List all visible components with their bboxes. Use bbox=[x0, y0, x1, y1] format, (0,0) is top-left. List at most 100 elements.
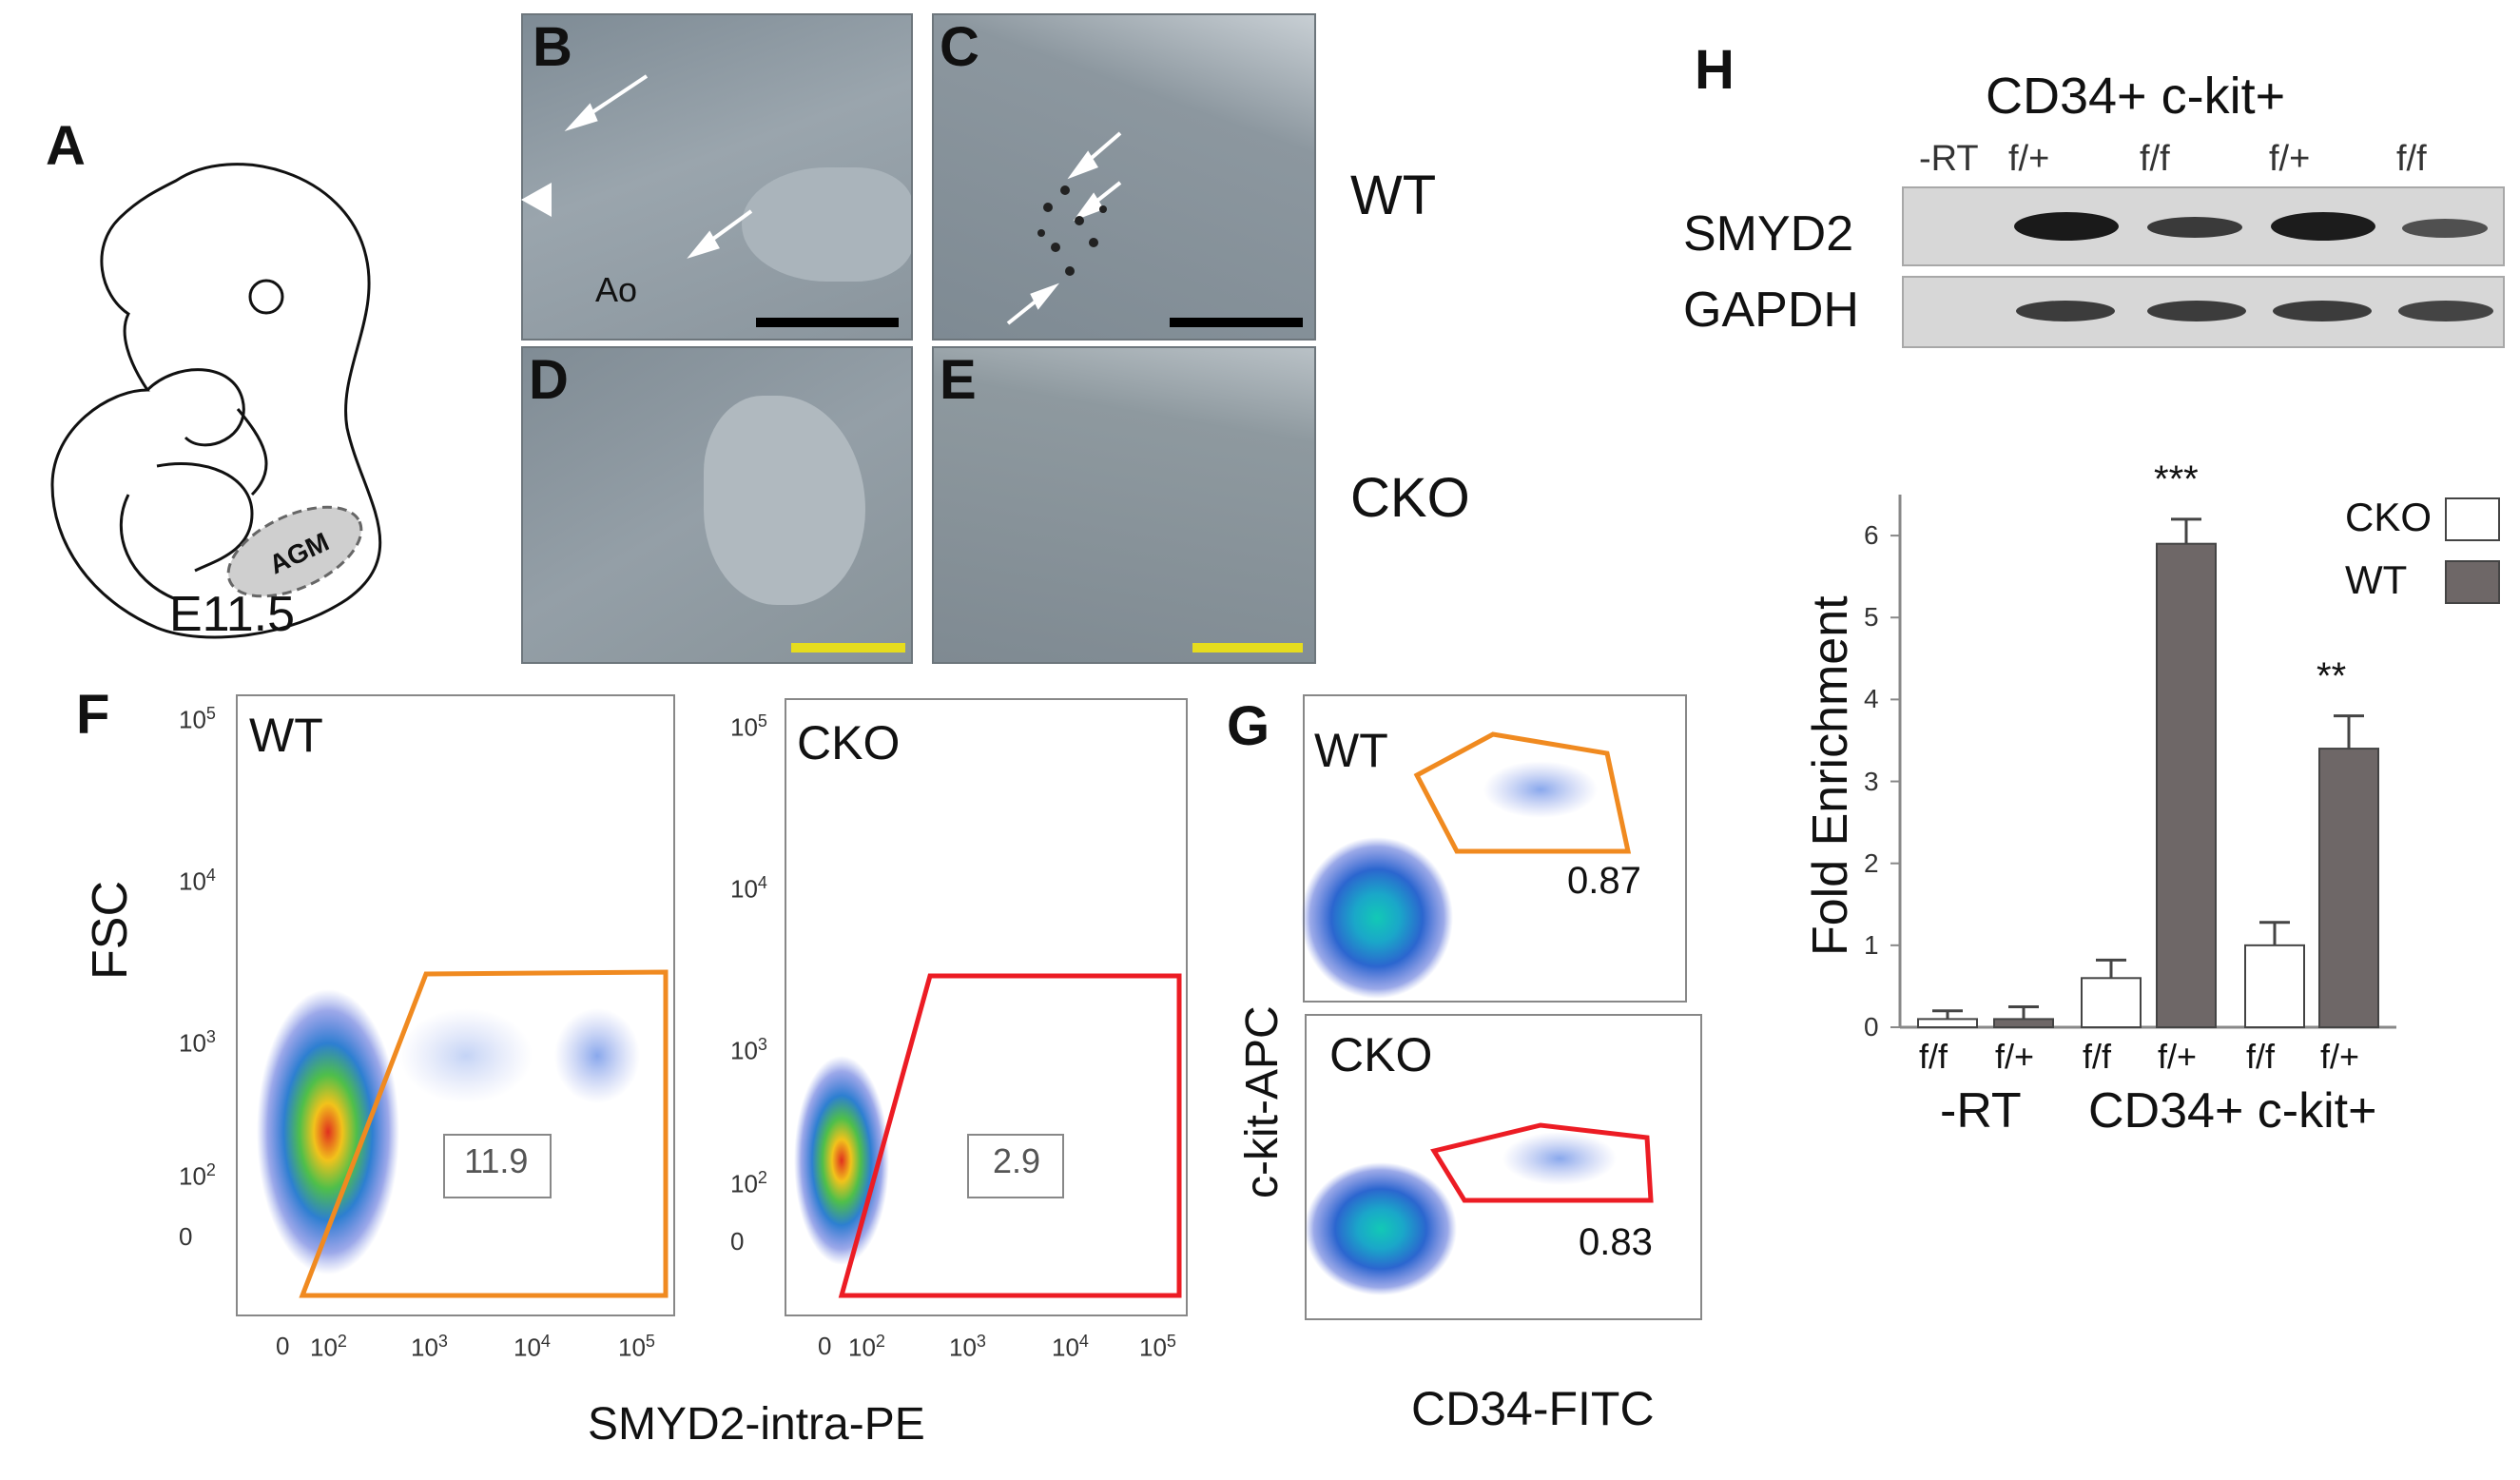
stage-label: E11.5 bbox=[169, 587, 296, 642]
chart-bar bbox=[2318, 748, 2379, 1028]
chart-bar bbox=[2081, 977, 2142, 1029]
f-cko-y-tick: 0 bbox=[730, 1227, 745, 1256]
g-cko-title: CKO bbox=[1329, 1028, 1433, 1081]
band-gapdh-3 bbox=[2147, 301, 2246, 321]
gel-lane-label: f/+ bbox=[2269, 139, 2311, 179]
arrowhead-marker bbox=[521, 183, 552, 217]
chart-y-tick-label: 3 bbox=[1864, 766, 1879, 796]
gel-row-smyd2: SMYD2 bbox=[1683, 206, 1854, 262]
gel-lane-label: f/f bbox=[2396, 139, 2427, 179]
f-cko-gate-value: 2.9 bbox=[993, 1141, 1041, 1180]
scalebar-e bbox=[1192, 643, 1303, 652]
chart-x-tick-label: f/+ bbox=[1995, 1037, 2035, 1076]
f-wt-y-tick: 105 bbox=[179, 704, 216, 734]
f-cko-y-tick: 105 bbox=[730, 711, 767, 742]
row-label-cko: CKO bbox=[1350, 467, 1470, 529]
f-wt-x-tick: 104 bbox=[514, 1332, 551, 1362]
gel-strip-smyd2 bbox=[1902, 186, 2505, 266]
panel-label-c: C bbox=[940, 16, 979, 78]
f-wt-gate-box bbox=[443, 1134, 552, 1198]
chart-bar bbox=[1917, 1018, 1978, 1029]
band-smyd2-3 bbox=[2147, 217, 2242, 238]
chart-x-tick-label: f/+ bbox=[2158, 1037, 2198, 1076]
f-wt-y-tick: 102 bbox=[179, 1160, 216, 1191]
f-cko-x-tick: 103 bbox=[949, 1332, 986, 1362]
chart-significance: *** bbox=[2154, 458, 2199, 500]
f-wt-x-tick: 102 bbox=[310, 1332, 347, 1362]
gel-lane-label: -RT bbox=[1919, 139, 1979, 179]
f-wt-title: WT bbox=[249, 709, 323, 762]
chart-y-tick-label: 2 bbox=[1864, 847, 1879, 878]
panel-label-e: E bbox=[940, 349, 977, 411]
chart-y-tick-label: 1 bbox=[1864, 929, 1879, 960]
chart-legend-swatch bbox=[2445, 560, 2500, 604]
panel-label-f: F bbox=[76, 684, 110, 746]
scalebar-d bbox=[791, 643, 905, 652]
f-cko-y-tick: 103 bbox=[730, 1035, 767, 1065]
gel-header: CD34+ c-kit+ bbox=[1986, 68, 2286, 125]
chart-y-tick-label: 0 bbox=[1864, 1012, 1879, 1042]
panel-label-b: B bbox=[533, 16, 572, 78]
f-wt-y-tick: 104 bbox=[179, 866, 216, 896]
f-wt-x-tick: 0 bbox=[276, 1332, 290, 1360]
f-wt-y-tick: 103 bbox=[179, 1027, 216, 1058]
f-wt-x-tick: 105 bbox=[618, 1332, 655, 1362]
f-cko-y-tick: 102 bbox=[730, 1168, 767, 1198]
gel-strip-gapdh bbox=[1902, 276, 2505, 348]
chart-x-tick-label: f/f bbox=[2246, 1037, 2276, 1076]
micrograph-d bbox=[521, 346, 913, 664]
f-cko-title: CKO bbox=[797, 716, 901, 769]
f-cko-gate-box bbox=[967, 1134, 1064, 1198]
panel-label-g: G bbox=[1227, 695, 1270, 757]
chart-bar bbox=[2156, 542, 2217, 1028]
chart-legend-label: WT bbox=[2345, 557, 2408, 602]
chart-y-tick-label: 6 bbox=[1864, 520, 1879, 551]
gel-row-gapdh: GAPDH bbox=[1683, 282, 1859, 338]
gate-g-wt bbox=[1413, 731, 1632, 854]
band-smyd2-2 bbox=[2014, 212, 2119, 241]
chart-y-axis-label: Fold Enrichment bbox=[1803, 595, 1858, 956]
gate-f-wt bbox=[299, 969, 669, 1298]
chart-x-tick-label: f/f bbox=[2083, 1037, 2112, 1076]
embryo-schematic bbox=[50, 163, 382, 639]
f-wt-gate-value: 11.9 bbox=[464, 1141, 529, 1180]
f-x-axis-label: SMYD2-intra-PE bbox=[588, 1399, 925, 1450]
chart-legend-label: CKO bbox=[2345, 495, 2433, 539]
f-cko-x-tick: 102 bbox=[848, 1332, 885, 1362]
chart-x-tick-label: f/+ bbox=[2320, 1037, 2360, 1076]
band-smyd2-4 bbox=[2271, 212, 2375, 241]
chart-bar bbox=[1993, 1018, 2054, 1029]
chart-group-label: -RT bbox=[1940, 1083, 2022, 1139]
aorta-label: Ao bbox=[595, 270, 638, 309]
f-cko-y-tick: 104 bbox=[730, 873, 767, 904]
f-cko-x-tick: 0 bbox=[818, 1332, 832, 1360]
band-smyd2-5 bbox=[2402, 219, 2488, 238]
gel-lane-label: f/+ bbox=[2008, 139, 2050, 179]
f-wt-x-tick: 103 bbox=[411, 1332, 448, 1362]
chart-legend-swatch bbox=[2445, 497, 2500, 541]
band-gapdh-4 bbox=[2273, 301, 2372, 321]
g-cko-gate-value: 0.83 bbox=[1579, 1221, 1653, 1263]
g-x-axis-label: CD34-FITC bbox=[1411, 1382, 1655, 1435]
chart-group-label: CD34+ c-kit+ bbox=[2088, 1083, 2377, 1139]
g-wt-title: WT bbox=[1314, 724, 1388, 777]
chart-y-tick-label: 5 bbox=[1864, 602, 1879, 633]
band-gapdh-2 bbox=[2016, 301, 2115, 321]
chart-bar bbox=[2244, 944, 2305, 1028]
f-wt-y-tick: 0 bbox=[179, 1222, 193, 1251]
gate-f-cko bbox=[838, 973, 1182, 1298]
f-cko-x-tick: 105 bbox=[1139, 1332, 1176, 1362]
row-label-wt: WT bbox=[1350, 165, 1437, 226]
gate-g-cko bbox=[1430, 1122, 1654, 1203]
g-wt-gate-value: 0.87 bbox=[1567, 860, 1641, 902]
f-cko-x-tick: 104 bbox=[1052, 1332, 1089, 1362]
panel-label-h: H bbox=[1695, 39, 1735, 101]
chart-significance: ** bbox=[2316, 654, 2347, 697]
micrograph-c bbox=[932, 13, 1316, 341]
panel-label-a: A bbox=[46, 115, 86, 177]
panel-label-d: D bbox=[529, 349, 569, 411]
